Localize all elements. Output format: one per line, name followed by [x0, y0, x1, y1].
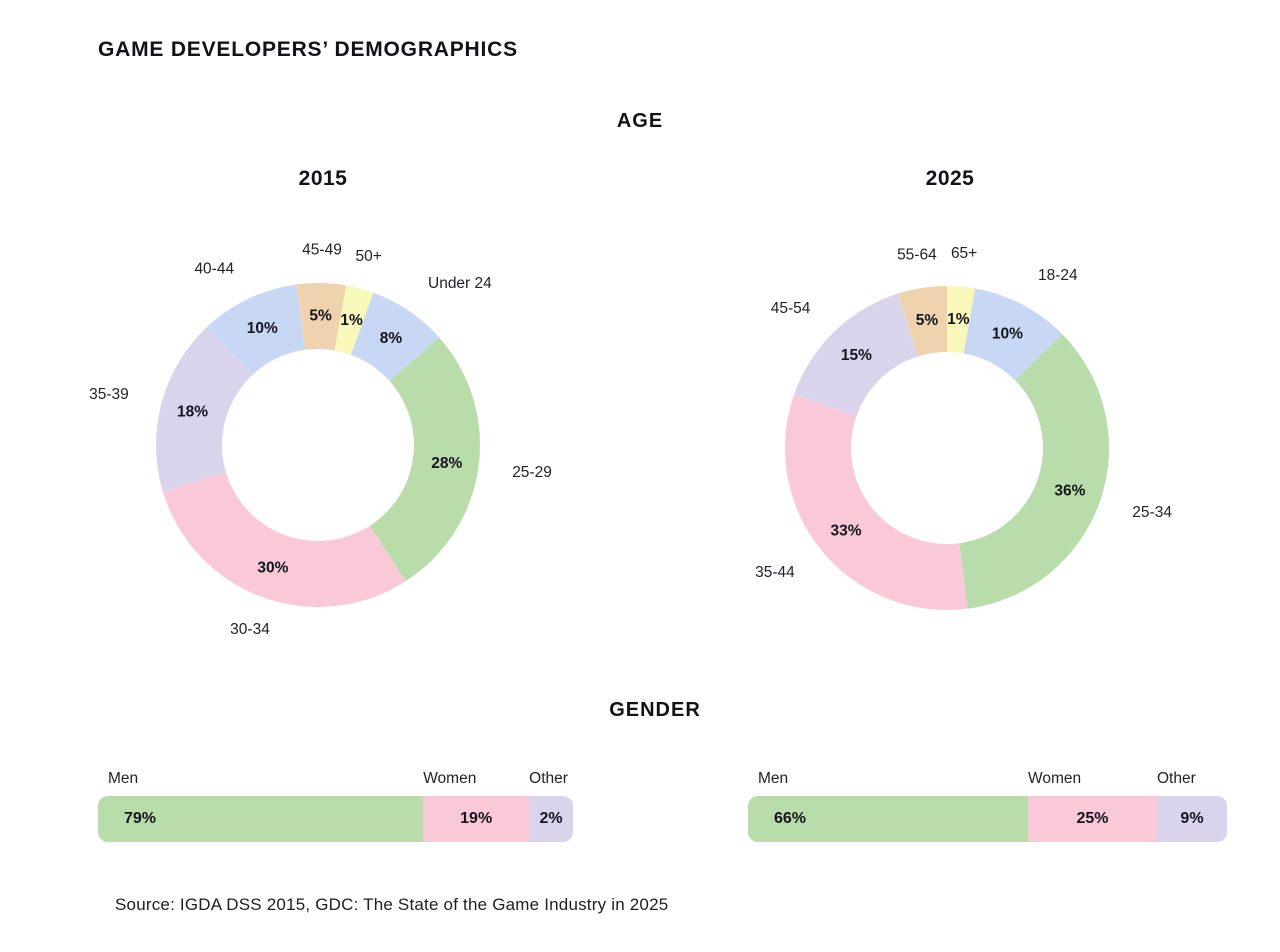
stacked-bar: 79% 19% 2%: [98, 796, 573, 842]
donut-segment: [963, 288, 1063, 381]
donut-percent-label: 10%: [992, 325, 1023, 342]
gender-bar-chart-2025: Men Women Other 66% 25% 9%: [748, 766, 1227, 842]
bar-category-labels: Men Women Other: [748, 766, 1227, 796]
gender-bar-chart-2015: Men Women Other 79% 19% 2%: [98, 766, 573, 842]
page-title: GAME DEVELOPERS’ DEMOGRAPHICS: [98, 38, 518, 61]
donut-segment: [162, 472, 406, 607]
donut-segment: [369, 337, 480, 582]
donut-segment: [334, 285, 374, 355]
donut-category-label: 30-34: [230, 621, 270, 638]
section-title-age: AGE: [616, 110, 664, 132]
donut-segment: [947, 286, 976, 354]
bar-category-label: Other: [1156, 770, 1196, 787]
bar-category-label: Women: [1028, 770, 1082, 787]
donut-percent-label: 1%: [947, 311, 970, 328]
donut-percent-label: 15%: [841, 347, 872, 364]
source-note: Source: IGDA DSS 2015, GDC: The State of…: [115, 895, 669, 914]
donut-category-label: 25-34: [1132, 504, 1172, 521]
donut-category-label: 65+: [951, 245, 977, 262]
donut-percent-label: 5%: [309, 307, 332, 324]
donut-segment: [207, 284, 306, 375]
bar-segment: 25%: [1028, 796, 1157, 842]
donut-segment: [296, 282, 347, 351]
donut-segment: [959, 334, 1110, 609]
donut-percent-label: 5%: [916, 312, 939, 329]
bar-category-label: Men: [758, 770, 789, 787]
donut-segment: [785, 394, 968, 610]
year-heading-2015: 2015: [298, 167, 348, 190]
bar-segment: 66%: [748, 796, 1029, 842]
donut-category-label: 55-64: [897, 247, 937, 264]
donut-svg: 8% Under 24 28% 25-29 30% 30-34 18% 35-39 10% 40-…: [89, 241, 552, 638]
section-title-gender: GENDER: [609, 699, 701, 721]
donut-segment: [156, 326, 253, 492]
donut-category-label: 25-29: [512, 464, 552, 481]
age-donut-chart-2025: 10% 18-24 36% 25-34 33% 35-44 15% 45-54 5% 55-64 1…: [712, 228, 1192, 668]
donut-category-label: 45-54: [771, 300, 811, 317]
stacked-bar: 66% 25% 9%: [748, 796, 1227, 842]
donut-segment: [897, 286, 947, 357]
bar-category-label: Women: [423, 770, 477, 787]
donut-percent-label: 8%: [380, 330, 403, 347]
age-donut-chart-2015: 8% Under 24 28% 25-29 30% 30-34 18% 35-39 10% 40-…: [83, 225, 563, 665]
donut-category-label: 35-44: [755, 564, 795, 581]
donut-percent-label: 18%: [177, 403, 208, 420]
donut-segment: [794, 293, 918, 417]
bar-category-labels: Men Women Other: [98, 766, 573, 796]
donut-percent-label: 33%: [830, 522, 861, 539]
donut-percent-label: 30%: [257, 559, 288, 576]
bar-segment: 19%: [423, 796, 530, 842]
donut-percent-label: 28%: [431, 455, 462, 472]
bar-category-label: Other: [529, 770, 568, 787]
donut-category-label: Under 24: [428, 275, 492, 292]
donut-category-label: 45-49: [302, 241, 342, 258]
donut-category-label: 40-44: [194, 260, 234, 277]
bar-segment: 9%: [1156, 796, 1227, 842]
donut-category-label: 50+: [356, 248, 382, 265]
year-heading-2025: 2025: [925, 167, 975, 190]
donut-category-label: 35-39: [89, 386, 129, 403]
bar-category-label: Men: [108, 770, 139, 787]
donut-percent-label: 10%: [247, 320, 278, 337]
donut-category-label: 18-24: [1038, 267, 1078, 284]
donut-percent-label: 36%: [1054, 483, 1085, 500]
bar-segment: 2%: [529, 796, 573, 842]
donut-percent-label: 1%: [340, 312, 363, 329]
bar-segment: 79%: [98, 796, 424, 842]
donut-svg: 10% 18-24 36% 25-34 33% 35-44 15% 45-54 5% 55-64 1…: [755, 245, 1172, 610]
donut-segment: [350, 292, 439, 382]
